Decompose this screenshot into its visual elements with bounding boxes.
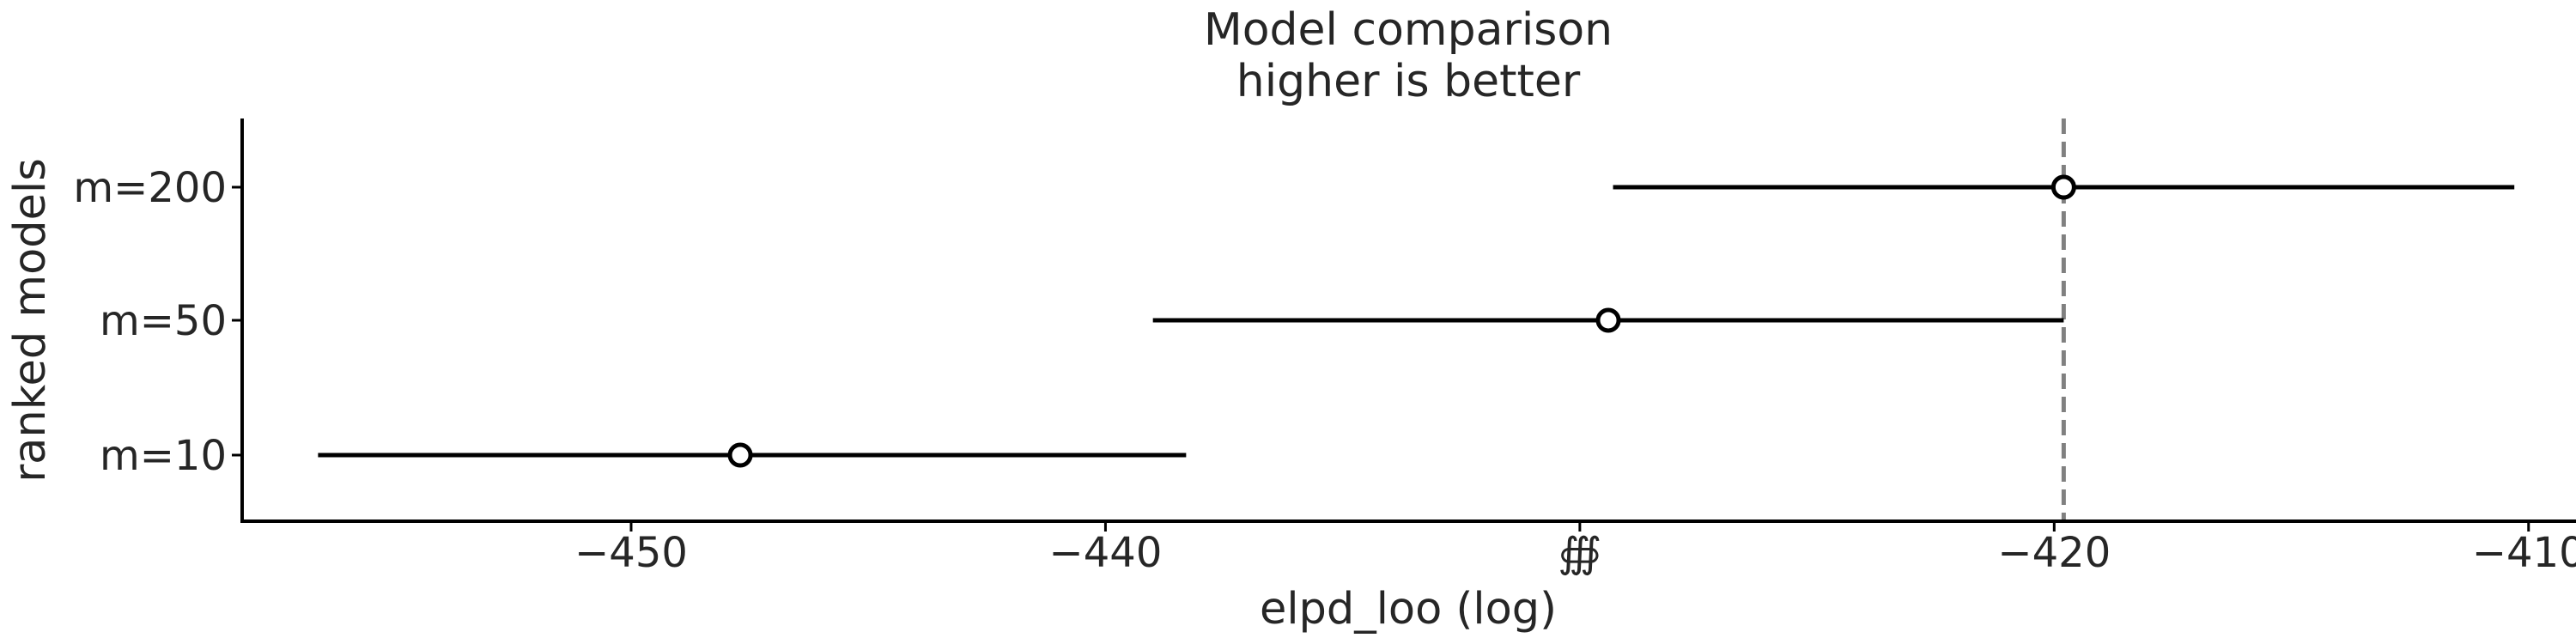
x-tick-label: −440 [1049,529,1163,577]
elpd-marker [1595,307,1621,333]
elpd-marker [727,442,753,468]
x-axis-label: elpd_loo (log) [1260,584,1557,635]
y-tick-label: m=50 [100,297,227,345]
elpd-marker [2050,174,2076,200]
x-tick-label: −450 [574,529,688,577]
plot-area: −450 −440 ∰ −420 −410 m=200 m=50 m=10 [73,118,2576,577]
chart-subtitle: higher is better [1236,56,1581,107]
chart-title: Model comparison [1204,4,1613,56]
x-tick-label: ∰ [1558,529,1602,577]
y-axis-label: ranked models [5,158,56,483]
y-tick-label: m=200 [73,164,227,212]
x-tick-label: −420 [1997,529,2111,577]
x-tick-label: −410 [2472,529,2576,577]
y-tick-label: m=10 [100,432,227,480]
